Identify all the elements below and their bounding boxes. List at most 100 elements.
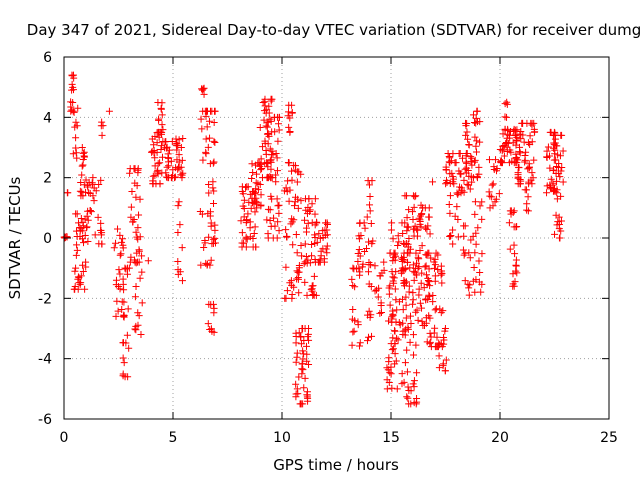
data-point	[264, 159, 272, 167]
data-cluster	[363, 177, 377, 345]
data-point	[388, 346, 396, 354]
data-point	[521, 186, 529, 194]
data-point	[401, 359, 409, 367]
data-point	[282, 184, 290, 192]
data-cluster	[300, 195, 321, 299]
data-point	[113, 297, 121, 305]
data-point	[516, 143, 524, 151]
data-point	[385, 284, 393, 292]
x-tick-label: 25	[600, 430, 618, 446]
data-point	[69, 107, 77, 115]
data-point	[202, 150, 210, 158]
data-point	[300, 260, 308, 268]
data-point	[418, 269, 426, 277]
data-point	[447, 232, 455, 240]
data-point	[197, 115, 205, 123]
data-point	[463, 164, 471, 172]
data-point	[175, 151, 183, 159]
data-point	[476, 138, 484, 146]
data-point	[78, 171, 86, 179]
data-point	[286, 128, 294, 136]
data-point	[89, 174, 97, 182]
data-point	[421, 263, 429, 271]
data-cluster	[196, 107, 220, 269]
data-point	[549, 179, 557, 187]
data-point	[91, 231, 99, 239]
data-point	[364, 177, 372, 185]
data-point	[475, 170, 483, 178]
data-point	[297, 400, 305, 408]
y-tick-label: -6	[38, 412, 52, 428]
data-point	[130, 215, 138, 223]
data-point	[149, 172, 157, 180]
data-point	[393, 306, 401, 314]
data-point	[435, 364, 443, 372]
data-point	[461, 249, 469, 257]
data-point	[363, 337, 371, 345]
data-cluster	[171, 134, 187, 182]
data-point	[552, 156, 560, 164]
data-point	[472, 142, 480, 150]
data-point	[98, 229, 106, 237]
data-point	[208, 327, 216, 335]
data-point	[162, 169, 170, 177]
data-cluster	[110, 225, 128, 320]
data-point	[200, 84, 208, 92]
data-point	[422, 319, 430, 327]
data-point	[402, 314, 410, 322]
data-point	[445, 158, 453, 166]
data-point	[292, 339, 300, 347]
data-point	[420, 284, 428, 292]
data-point	[112, 239, 120, 247]
data-point	[394, 232, 402, 240]
data-cluster	[485, 156, 503, 212]
data-point	[297, 340, 305, 348]
data-point	[412, 249, 420, 257]
data-point	[300, 350, 308, 358]
data-point	[422, 262, 430, 270]
data-point	[154, 170, 162, 178]
data-point	[202, 135, 210, 143]
data-point	[430, 264, 438, 272]
data-point	[553, 142, 561, 150]
data-point	[76, 227, 84, 235]
data-point	[251, 223, 259, 231]
data-point	[410, 267, 418, 275]
data-point	[167, 157, 175, 165]
data-point	[438, 267, 446, 275]
data-point	[465, 141, 473, 149]
data-point	[252, 194, 260, 202]
data-point	[467, 157, 475, 165]
data-point	[134, 309, 142, 317]
data-point	[303, 224, 311, 232]
data-point	[427, 254, 435, 262]
data-point	[287, 220, 295, 228]
data-point	[470, 119, 478, 127]
data-point	[112, 312, 120, 320]
x-tick-label: 10	[273, 430, 291, 446]
data-point	[84, 237, 92, 245]
y-tick-label: 2	[43, 171, 52, 187]
data-cluster	[126, 165, 144, 266]
data-point	[464, 135, 472, 143]
data-point	[175, 158, 183, 166]
data-point	[158, 153, 166, 161]
data-point	[304, 397, 312, 405]
data-point	[517, 135, 525, 143]
data-point	[395, 298, 403, 306]
data-point	[151, 154, 159, 162]
data-point	[88, 179, 96, 187]
data-cluster	[311, 219, 332, 266]
data-point	[204, 143, 212, 151]
data-point	[446, 209, 454, 217]
data-point	[171, 174, 179, 182]
data-point	[456, 150, 464, 158]
data-point	[425, 249, 433, 257]
data-point	[210, 304, 218, 312]
data-point	[72, 144, 80, 152]
data-point	[520, 138, 528, 146]
data-point	[292, 358, 300, 366]
data-point	[134, 235, 142, 243]
data-point	[308, 200, 316, 208]
